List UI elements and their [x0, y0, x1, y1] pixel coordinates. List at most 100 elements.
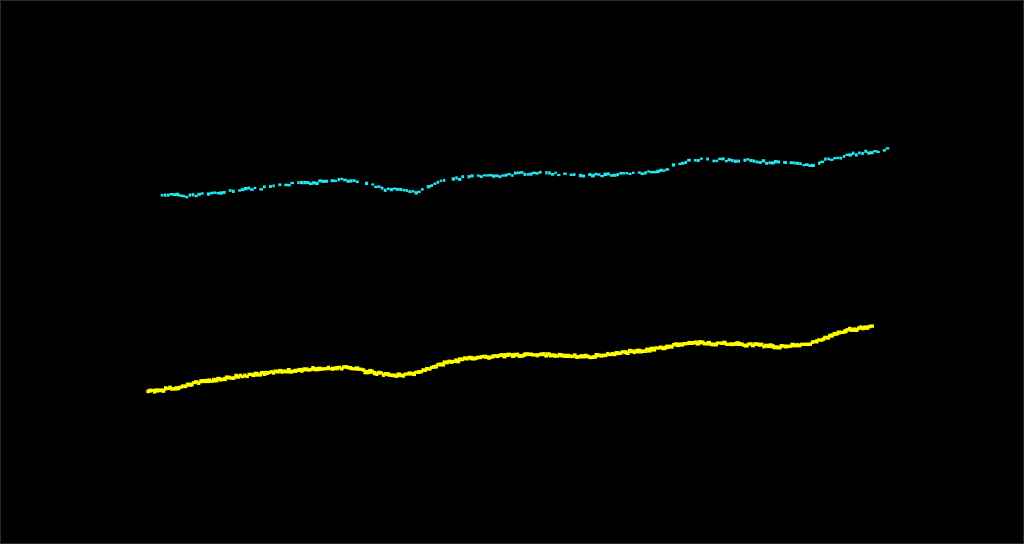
cyan-dot-98 — [517, 171, 521, 175]
yellow-dot-274 — [748, 342, 753, 346]
yellow-dot-233 — [658, 345, 663, 349]
cyan-dot-25 — [247, 186, 251, 190]
cyan-dot-73 — [426, 185, 431, 189]
cyan-dot-155 — [727, 158, 731, 162]
yellow-dot-239 — [671, 343, 676, 347]
cyan-dot-182 — [824, 157, 827, 161]
yellow-dot-218 — [625, 351, 630, 355]
cyan-dot-192 — [854, 153, 858, 157]
yellow-dot-55 — [267, 371, 271, 375]
yellow-dot-131 — [434, 364, 438, 369]
cyan-dot-43 — [318, 179, 322, 183]
yellow-dot-268 — [735, 341, 740, 346]
cyan-dot-172 — [789, 161, 793, 165]
cyan-dot-15 — [210, 191, 214, 195]
cyan-dot-187 — [839, 156, 843, 160]
yellow-dot-300 — [805, 342, 811, 347]
yellow-dot-242 — [678, 342, 683, 347]
cyan-dot-152 — [718, 157, 722, 160]
yellow-dot-22 — [194, 380, 199, 384]
cyan-dot-179 — [811, 163, 815, 168]
yellow-dot-97 — [359, 367, 364, 371]
yellow-dot-104 — [375, 371, 379, 376]
cyan-dot-40 — [309, 182, 313, 186]
cyan-dot-129 — [628, 172, 632, 176]
yellow-dot-260 — [717, 341, 723, 345]
yellow-dot-253 — [702, 341, 707, 346]
cyan-dot-54 — [355, 180, 359, 184]
yellow-dot-102 — [370, 369, 374, 374]
cyan-dot-127 — [622, 172, 626, 175]
cyan-dot-39 — [305, 181, 310, 185]
yellow-dot-208 — [603, 353, 608, 358]
yellow-dot-85 — [333, 366, 337, 370]
yellow-dot-304 — [815, 339, 819, 344]
yellow-dot-145 — [465, 357, 469, 361]
yellow-dot-111 — [390, 373, 395, 378]
yellow-dot-267 — [733, 341, 738, 346]
cyan-dot-64 — [395, 187, 400, 191]
yellow-dot-60 — [277, 368, 283, 374]
yellow-dot-211 — [610, 351, 614, 356]
yellow-dot-294 — [793, 343, 797, 348]
yellow-dot-221 — [632, 350, 636, 355]
cyan-dot-65 — [399, 187, 402, 191]
yellow-dot-41 — [236, 374, 241, 379]
cyan-dot-114 — [578, 173, 583, 178]
yellow-dot-168 — [515, 352, 520, 357]
cyan-dot-197 — [870, 151, 874, 155]
yellow-dot-6 — [158, 388, 164, 392]
cyan-dot-162 — [752, 159, 756, 163]
cyan-dot-85 — [476, 174, 480, 177]
yellow-dot-96 — [357, 367, 362, 371]
cyan-dot-139 — [663, 169, 666, 172]
cyan-dot-101 — [526, 173, 530, 176]
cyan-dot-21 — [231, 189, 235, 193]
yellow-dot-272 — [744, 343, 749, 348]
yellow-dot-83 — [328, 367, 333, 371]
yellow-dot-283 — [768, 343, 773, 348]
yellow-dot-187 — [557, 352, 561, 357]
yellow-dot-186 — [555, 354, 560, 358]
cyan-dot-76 — [436, 180, 440, 184]
yellow-dot-293 — [790, 342, 795, 347]
cyan-dot-9 — [188, 193, 192, 197]
yellow-dot-129 — [430, 365, 434, 369]
yellow-dot-19 — [187, 382, 192, 387]
yellow-dot-179 — [539, 352, 544, 356]
cyan-dot-128 — [625, 172, 629, 175]
yellow-dot-245 — [684, 341, 690, 346]
yellow-dot-75 — [311, 366, 315, 371]
yellow-dot-219 — [627, 348, 632, 354]
yellow-dot-318 — [845, 328, 850, 332]
yellow-dot-17 — [183, 384, 188, 389]
yellow-dot-207 — [601, 353, 606, 358]
yellow-dot-277 — [755, 342, 760, 346]
yellow-dot-54 — [264, 370, 269, 375]
yellow-dot-226 — [642, 349, 648, 353]
cyan-dot-83 — [467, 175, 471, 179]
yellow-dot-45 — [245, 374, 249, 379]
yellow-dot-0 — [146, 389, 150, 394]
cyan-dot-2 — [166, 193, 170, 197]
cyan-dot-122 — [607, 172, 610, 176]
yellow-dot-328 — [867, 324, 872, 329]
cyan-dot-111 — [563, 172, 567, 175]
yellow-dot-250 — [695, 341, 701, 346]
cyan-dot-103 — [532, 171, 536, 174]
cyan-dot-78 — [442, 178, 446, 182]
yellow-dot-116 — [401, 373, 406, 378]
yellow-dot-320 — [849, 328, 855, 332]
cyan-dot-107 — [548, 171, 551, 175]
cyan-dot-94 — [504, 173, 508, 177]
cyan-dot-199 — [876, 150, 880, 153]
yellow-dot-217 — [623, 350, 628, 355]
cyan-dot-32 — [278, 183, 282, 187]
cyan-dot-49 — [340, 177, 344, 181]
cyan-dot-28 — [259, 188, 263, 191]
yellow-dot-15 — [179, 385, 183, 389]
yellow-dot-231 — [654, 346, 659, 350]
cyan-dot-191 — [852, 151, 855, 155]
yellow-dot-172 — [524, 352, 529, 356]
yellow-dot-11 — [170, 387, 175, 391]
